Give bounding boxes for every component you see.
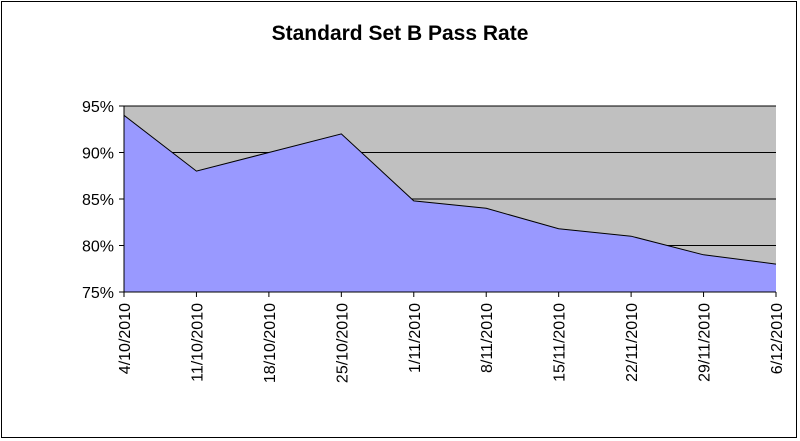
x-tick-label: 6/12/2010 — [769, 303, 786, 374]
chart-title: Standard Set B Pass Rate — [271, 22, 529, 45]
x-tick-label: 22/11/2010 — [624, 303, 641, 382]
x-tick-label: 15/11/2010 — [552, 303, 569, 382]
y-axis-ticks: 75% 80% 85% 90% 95% — [82, 99, 124, 302]
x-tick-label: 25/10/2010 — [334, 303, 351, 383]
x-tick-label: 18/10/2010 — [262, 303, 279, 383]
y-tick-label: 95% — [82, 99, 114, 116]
x-tick-label: 8/11/2010 — [479, 303, 496, 373]
x-tick-label: 4/10/2010 — [117, 303, 134, 374]
x-tick-label: 1/11/2010 — [407, 303, 424, 373]
area-series-line — [123, 114, 777, 265]
y-tick-label: 85% — [82, 192, 114, 209]
x-tick-label: 29/11/2010 — [697, 303, 714, 382]
x-axis-ticks: 4/10/2010 11/10/2010 18/10/2010 25/10/2010 1… — [117, 292, 786, 383]
y-tick-label: 80% — [82, 239, 114, 256]
y-tick-label: 90% — [82, 146, 114, 163]
x-tick-label: 11/10/2010 — [189, 303, 206, 382]
area-series — [124, 115, 776, 292]
y-tick-label: 75% — [82, 285, 114, 302]
